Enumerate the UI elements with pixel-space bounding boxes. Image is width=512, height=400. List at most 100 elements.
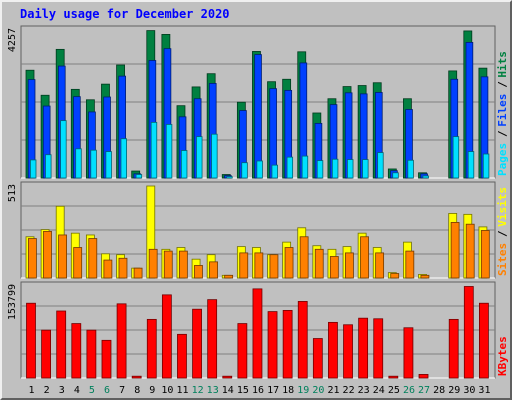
bar-kbytes-day-26 [403, 327, 414, 379]
x-tick-label-day-31: 31 [478, 385, 490, 396]
bar-sites-day-6 [103, 259, 113, 279]
bar-kbytes-day-21 [328, 321, 338, 379]
bar-sites-day-31 [480, 230, 490, 279]
legend-separator: / [496, 130, 509, 137]
bar-sites-day-19 [299, 236, 309, 279]
bar-files-day-16 [254, 54, 262, 179]
bar-kbytes-day-24 [373, 318, 384, 379]
x-tick-label-day-12: 12 [192, 385, 204, 396]
bar-sites-day-23 [360, 236, 369, 279]
x-tick-label-day-5: 5 [89, 385, 95, 396]
bar-kbytes-day-12 [192, 308, 202, 379]
bar-sites-day-8 [133, 267, 143, 279]
x-tick-label-day-21: 21 [327, 385, 339, 396]
bar-kbytes-day-5 [86, 329, 97, 379]
bar-kbytes-day-8 [131, 375, 142, 379]
bar-pages-day-10 [165, 124, 173, 179]
bar-kbytes-day-9 [146, 318, 157, 379]
bar-sites-day-27 [420, 274, 430, 279]
bar-sites-day-7 [118, 257, 128, 279]
bar-pages-day-19 [301, 155, 309, 179]
bar-kbytes-day-23 [358, 317, 369, 379]
bar-sites-day-29 [450, 222, 460, 279]
legend-separator: / [496, 230, 509, 237]
y-axis-max-label: 4257 [7, 28, 18, 52]
bar-kbytes-day-20 [312, 338, 323, 379]
bar-kbytes-day-7 [116, 303, 127, 379]
bar-pages-day-31 [482, 153, 490, 179]
bar-kbytes-day-19 [297, 301, 308, 379]
bar-pages-day-12 [196, 136, 203, 179]
bar-pages-day-11 [180, 150, 188, 179]
bar-sites-day-21 [329, 256, 339, 279]
bar-pages-day-24 [377, 152, 384, 179]
bar-pages-day-30 [467, 151, 475, 179]
bar-sites-day-5 [88, 238, 98, 279]
bar-kbytes-day-31 [479, 302, 489, 379]
bar-sites-day-9 [148, 248, 158, 279]
bar-pages-day-25 [392, 172, 399, 179]
x-tick-label-day-15: 15 [237, 385, 249, 396]
legend-separator: / [496, 81, 509, 88]
x-tick-label-day-18: 18 [282, 385, 294, 396]
y-axis-max-label: 153799 [7, 284, 18, 320]
bar-sites-day-2 [43, 230, 52, 279]
x-tick-label-day-14: 14 [222, 385, 234, 396]
bar-pages-day-26 [407, 159, 414, 179]
bar-kbytes-day-14 [222, 375, 233, 379]
bar-kbytes-day-30 [463, 286, 474, 379]
x-tick-label-day-10: 10 [161, 385, 173, 396]
bar-kbytes-day-10 [161, 294, 172, 379]
bar-pages-day-14 [226, 176, 233, 179]
bar-kbytes-day-6 [101, 339, 112, 379]
bar-sites-day-16 [254, 252, 264, 279]
bar-kbytes-day-17 [267, 311, 278, 379]
bar-files-day-17 [269, 88, 277, 179]
bar-sites-day-3 [58, 234, 67, 279]
legend-sites: Sites [496, 243, 509, 276]
legend-files: Files [496, 94, 509, 127]
x-tick-label-day-26: 26 [403, 385, 415, 396]
x-tick-label-day-24: 24 [373, 385, 385, 396]
bar-kbytes-day-2 [41, 329, 51, 379]
x-tick-label-day-16: 16 [252, 385, 264, 396]
x-tick-label-day-19: 19 [297, 385, 309, 396]
bar-sites-day-10 [163, 250, 173, 279]
legend-visits: Visits [496, 187, 509, 227]
y-axis-max-label: 513 [7, 184, 18, 202]
bar-kbytes-day-3 [56, 310, 67, 379]
x-tick-label-day-29: 29 [448, 385, 460, 396]
bar-pages-day-16 [256, 160, 263, 179]
bar-pages-day-15 [241, 162, 248, 179]
bar-pages-day-8 [135, 174, 143, 179]
bar-kbytes-day-4 [71, 323, 82, 379]
legend-kbytes: KBytes [496, 336, 509, 376]
bar-kbytes-day-29 [448, 318, 459, 379]
x-tick-label-day-4: 4 [74, 385, 80, 396]
bar-pages-day-17 [271, 164, 278, 179]
x-tick-label-day-30: 30 [463, 385, 475, 396]
bar-pages-day-23 [362, 159, 369, 179]
bar-kbytes-day-1 [26, 302, 36, 379]
bar-pages-day-9 [150, 121, 158, 179]
bar-sites-day-13 [209, 261, 218, 279]
x-tick-label-day-20: 20 [312, 385, 324, 396]
bar-sites-day-12 [194, 265, 203, 279]
bar-pages-day-18 [286, 156, 294, 179]
x-tick-label-day-11: 11 [176, 385, 188, 396]
bar-kbytes-day-18 [282, 310, 293, 379]
x-tick-label-day-25: 25 [388, 385, 400, 396]
bar-pages-day-3 [60, 120, 67, 179]
bar-kbytes-day-13 [207, 299, 218, 379]
bar-pages-day-7 [120, 138, 127, 179]
bar-sites-day-24 [375, 252, 385, 279]
x-tick-label-day-7: 7 [119, 385, 125, 396]
x-tick-label-day-6: 6 [104, 385, 110, 396]
bar-kbytes-day-25 [388, 375, 399, 379]
bar-pages-day-6 [105, 151, 112, 179]
bar-sites-day-18 [284, 247, 294, 279]
bar-pages-day-5 [90, 149, 97, 179]
bar-pages-day-20 [316, 160, 324, 179]
bar-kbytes-day-11 [177, 333, 187, 379]
